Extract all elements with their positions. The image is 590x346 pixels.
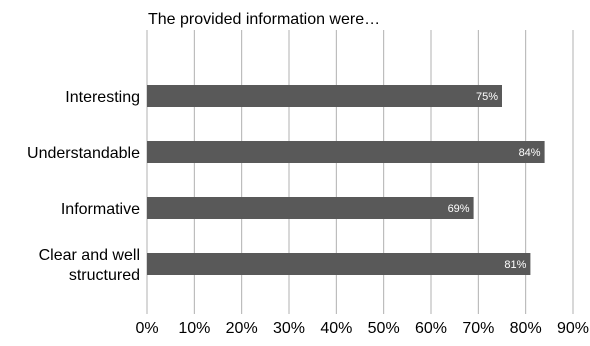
category-label: Clear and well structured [39,247,140,284]
x-tick-label: 10% [178,320,210,337]
bar [147,85,502,107]
chart-title: The provided information were… [148,11,380,28]
bar-data-label: 84% [519,147,541,159]
bar-data-label: 81% [504,259,526,271]
x-tick-label: 90% [557,320,589,337]
x-tick-label: 40% [320,320,352,337]
category-label: Understandable [27,145,140,162]
bar [147,253,531,275]
x-tick-labels: 0% 10% 20% 30% 40% 50% 60% 70% 80% 90% [135,320,589,337]
x-tick-label: 60% [415,320,447,337]
data-labels: 75% 84% 69% 81% [448,91,541,271]
gridlines [146,30,574,314]
x-tick-label: 80% [510,320,542,337]
bar [147,197,474,219]
x-tick-label: 20% [226,320,258,337]
x-tick-label: 0% [135,320,158,337]
category-label: Informative [61,201,140,218]
bars [147,85,545,275]
x-tick-label: 70% [462,320,494,337]
bar-data-label: 69% [448,203,470,215]
x-tick-label: 50% [368,320,400,337]
category-label: Interesting [65,89,140,106]
bar [147,141,545,163]
bar-data-label: 75% [476,91,498,103]
category-labels: Interesting Understandable Informative Clea… [27,89,140,284]
x-tick-label: 30% [273,320,305,337]
